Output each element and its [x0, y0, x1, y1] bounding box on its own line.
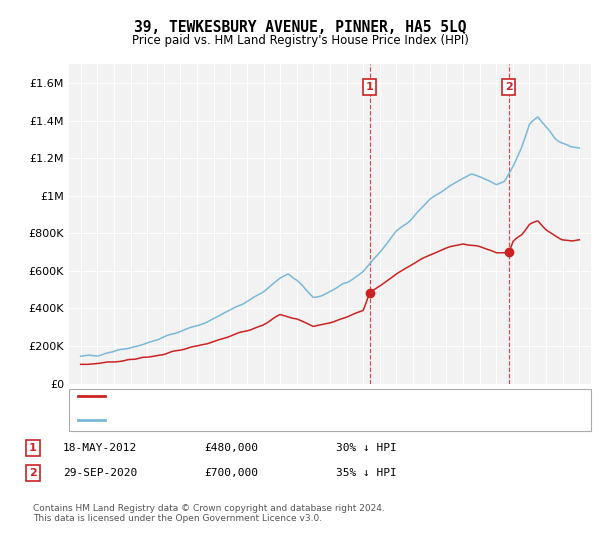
Text: 39, TEWKESBURY AVENUE, PINNER, HA5 5LQ (detached house): 39, TEWKESBURY AVENUE, PINNER, HA5 5LQ (…	[111, 391, 438, 401]
Text: £480,000: £480,000	[204, 443, 258, 453]
Text: 2: 2	[29, 468, 37, 478]
Text: 1: 1	[29, 443, 37, 453]
Text: 29-SEP-2020: 29-SEP-2020	[63, 468, 137, 478]
Text: 30% ↓ HPI: 30% ↓ HPI	[336, 443, 397, 453]
Text: HPI: Average price, detached house, Harrow: HPI: Average price, detached house, Harr…	[111, 416, 341, 425]
Text: Contains HM Land Registry data © Crown copyright and database right 2024.
This d: Contains HM Land Registry data © Crown c…	[33, 504, 385, 524]
Text: Price paid vs. HM Land Registry's House Price Index (HPI): Price paid vs. HM Land Registry's House …	[131, 34, 469, 46]
Text: 35% ↓ HPI: 35% ↓ HPI	[336, 468, 397, 478]
Text: 1: 1	[365, 82, 373, 92]
Text: 39, TEWKESBURY AVENUE, PINNER, HA5 5LQ: 39, TEWKESBURY AVENUE, PINNER, HA5 5LQ	[134, 20, 466, 35]
Text: 18-MAY-2012: 18-MAY-2012	[63, 443, 137, 453]
Text: £700,000: £700,000	[204, 468, 258, 478]
Text: 2: 2	[505, 82, 512, 92]
